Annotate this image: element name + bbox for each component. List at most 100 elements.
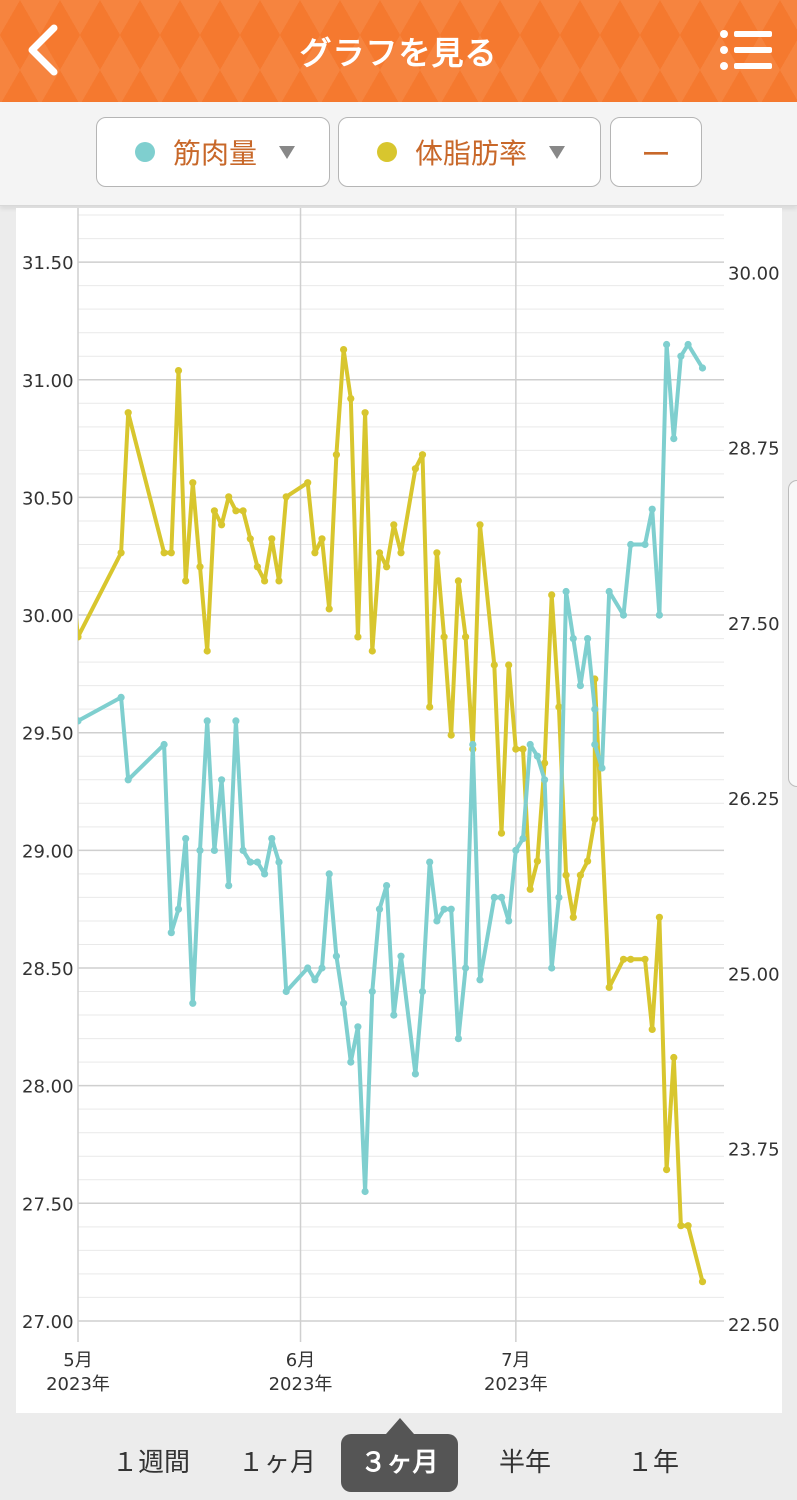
data-point [397, 549, 405, 557]
series-line [78, 342, 705, 1194]
data-point [619, 611, 628, 619]
data-point [78, 717, 82, 725]
data-point [440, 905, 448, 913]
series-group-fat [78, 346, 707, 1286]
data-point [167, 929, 175, 937]
data-point [497, 893, 506, 902]
data-point [648, 505, 656, 513]
data-point [182, 835, 190, 843]
data-point [619, 955, 628, 963]
data-point [512, 846, 520, 855]
data-point [325, 605, 333, 613]
data-point [447, 731, 455, 739]
data-point [541, 759, 549, 767]
period-tabs: １週間 １ヶ月 ３ヶ月 半年 １年 [0, 1418, 797, 1500]
data-point [311, 549, 319, 557]
data-point [698, 364, 707, 372]
data-point [318, 535, 326, 543]
data-point [576, 682, 585, 690]
dropdown-caret-icon [279, 145, 296, 159]
data-point [167, 549, 175, 557]
tab-1-week[interactable]: １週間 [111, 1448, 190, 1478]
right-axis-tick-label: 30.00 [728, 263, 780, 284]
data-point [584, 635, 592, 643]
data-point [196, 563, 204, 571]
data-point [440, 633, 448, 641]
data-point [78, 633, 82, 641]
data-point [275, 577, 283, 585]
x-tick-month-label: 6月 [286, 1350, 315, 1371]
series1-selector[interactable]: 筋肉量 [96, 117, 330, 187]
data-point [433, 549, 441, 557]
data-point [433, 917, 441, 925]
active-tab-pointer-icon [386, 1418, 414, 1434]
data-point [160, 549, 168, 557]
data-point [160, 740, 168, 749]
data-point [210, 507, 218, 515]
back-arrow-icon [28, 24, 58, 76]
data-point [418, 987, 427, 996]
data-point [390, 1011, 398, 1019]
data-point [239, 846, 247, 855]
data-point [454, 577, 462, 585]
data-point [519, 745, 527, 753]
data-point [677, 1222, 685, 1230]
data-point [361, 1187, 369, 1196]
data-point [318, 964, 326, 972]
data-point [261, 870, 269, 878]
data-point [232, 717, 240, 725]
data-point [490, 893, 498, 902]
back-button[interactable] [20, 22, 70, 78]
side-scroll-handle[interactable] [788, 480, 797, 787]
tab-half-year[interactable]: 半年 [498, 1448, 551, 1478]
data-point [196, 846, 204, 855]
tab-3-months[interactable]: ３ヶ月 [341, 1434, 458, 1492]
tab-1-month[interactable]: １ヶ月 [237, 1448, 316, 1478]
data-point [684, 1222, 692, 1230]
data-point [368, 647, 376, 655]
data-point [655, 913, 664, 921]
series2-selector[interactable]: 体脂肪率 [338, 117, 601, 187]
x-tick-year-label: 2023年 [269, 1374, 333, 1395]
left-axis-tick-label: 31.50 [22, 253, 74, 274]
dropdown-caret-icon [549, 145, 566, 159]
right-axis-tick-label: 22.50 [728, 1315, 780, 1336]
data-point [239, 507, 247, 515]
data-point [124, 409, 132, 417]
x-tick-year-label: 2023年 [46, 1374, 110, 1395]
left-axis-tick-label: 30.00 [22, 606, 74, 627]
data-point [368, 987, 376, 996]
data-point [505, 917, 513, 925]
data-point [469, 740, 477, 749]
left-axis-tick-label: 27.00 [22, 1312, 74, 1333]
data-point [562, 587, 570, 596]
left-axis-tick-label: 29.50 [22, 724, 74, 745]
menu-button[interactable] [719, 28, 775, 72]
right-axis-tick-label: 26.25 [728, 789, 780, 810]
data-point [304, 964, 312, 972]
data-point [641, 955, 649, 963]
data-point [268, 535, 276, 543]
data-point [253, 563, 261, 571]
data-point [347, 1058, 355, 1066]
data-point [340, 999, 348, 1007]
data-point [117, 549, 125, 557]
data-point [275, 858, 283, 866]
series3-selector[interactable]: ー [610, 117, 702, 187]
series-group-muscle [78, 340, 707, 1196]
data-point [548, 964, 556, 972]
data-point [354, 633, 362, 641]
left-axis-tick-label: 27.50 [22, 1194, 74, 1215]
data-point [555, 893, 563, 902]
data-point [548, 591, 556, 599]
data-point [576, 871, 585, 879]
data-point [447, 905, 455, 913]
data-point [375, 905, 384, 913]
dual-axis-line-chart: 27.00 27.50 28.00 28.50 29.00 29.50 30.00 30.50… [22, 208, 780, 1395]
tab-1-year[interactable]: １年 [626, 1448, 679, 1478]
data-point [282, 987, 290, 996]
data-point [203, 647, 211, 655]
left-axis-tick-label: 28.50 [22, 959, 74, 980]
x-tick-year-label: 2023年 [484, 1374, 548, 1395]
x-tick-month-label: 7月 [501, 1350, 530, 1371]
